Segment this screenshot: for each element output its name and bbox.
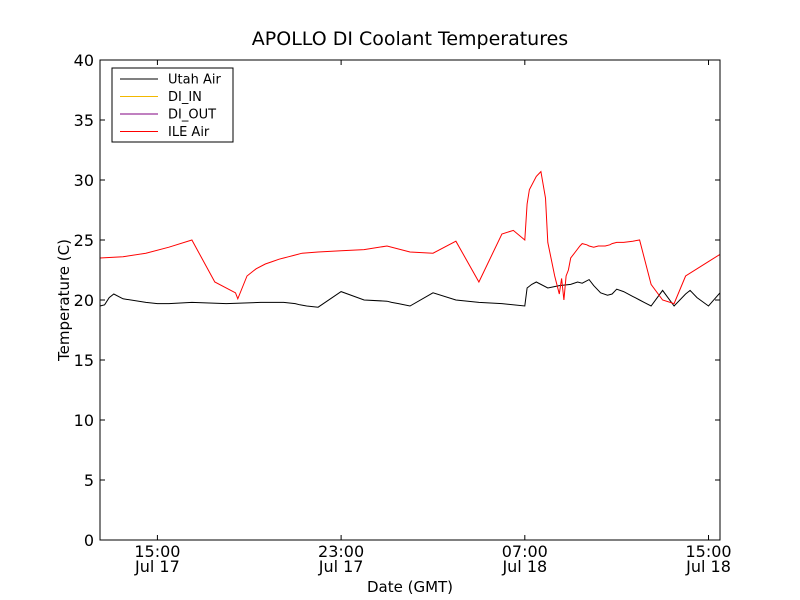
x-tick-label-date: Jul 18	[685, 557, 731, 576]
y-tick-label: 0	[84, 531, 94, 550]
x-tick-label-time: 07:00	[502, 542, 548, 561]
x-tick-label-date: Jul 17	[318, 557, 364, 576]
x-tick-label-time: 15:00	[134, 542, 180, 561]
y-tick-label: 20	[74, 291, 94, 310]
y-tick-label: 5	[84, 471, 94, 490]
legend: Utah Air DI_IN DI_OUT ILE Air	[111, 67, 234, 143]
legend-label-ile-air: ILE Air	[168, 125, 210, 140]
y-tick-label: 15	[74, 351, 94, 370]
y-tick-label: 30	[74, 171, 94, 190]
legend-label-di-in: DI_IN	[168, 90, 202, 105]
x-tick-label-time: 15:00	[685, 542, 731, 561]
legend-label-di-out: DI_OUT	[168, 108, 216, 123]
legend-box	[111, 67, 234, 143]
y-axis: 0 5 10 15 20 25 30 35 40	[74, 51, 720, 550]
x-tick-label-time: 23:00	[318, 542, 364, 561]
y-tick-label: 25	[74, 231, 94, 250]
x-tick-label-date: Jul 18	[501, 557, 547, 576]
y-tick-label: 40	[74, 51, 94, 70]
y-tick-label: 35	[74, 111, 94, 130]
x-axis-label: Date (GMT)	[367, 578, 453, 596]
legend-label-utah-air: Utah Air	[168, 73, 221, 88]
x-tick-label-date: Jul 17	[134, 557, 180, 576]
y-tick-label: 10	[74, 411, 94, 430]
chart-title: APOLLO DI Coolant Temperatures	[252, 28, 568, 50]
y-axis-label: Temperature (C)	[55, 239, 73, 362]
